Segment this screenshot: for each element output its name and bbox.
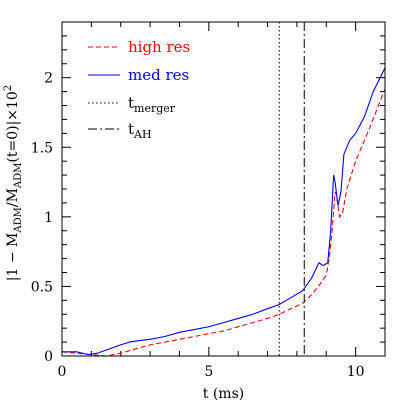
x-tick-label: 5 — [204, 364, 213, 380]
plot-frame — [61, 21, 386, 357]
ylabel-sub2: ADM — [13, 163, 24, 189]
legend: high res med res tmerger tAH — [88, 38, 190, 141]
vertical-markers — [278, 22, 305, 356]
y-tick-label: 1 — [44, 210, 53, 226]
series-high-res — [61, 88, 386, 357]
ylabel-mid: /M — [5, 188, 21, 207]
ylabel-sup: 2 — [3, 85, 14, 91]
ylabel-prefix: |1 − M — [5, 233, 21, 282]
legend-label: tAH — [128, 120, 152, 141]
y-tick-label: 1.5 — [31, 140, 53, 156]
y-tick-label: 0 — [44, 349, 53, 365]
ylabel-mid2: (t=0)|×10 — [5, 91, 21, 162]
legend-label: med res — [128, 66, 189, 84]
y-tick-label: 2 — [44, 71, 53, 87]
y-tick-label: 0.5 — [31, 279, 53, 295]
y-axis-label: |1 − MADM/MADM(t=0)|×102 — [3, 85, 24, 281]
x-axis-label: t (ms) — [203, 386, 244, 402]
legend-label: tmerger — [128, 94, 176, 115]
tick-labels: 0 5 10 0 0.5 1 1.5 2 — [31, 71, 365, 380]
series-med-res — [62, 67, 386, 356]
axis-ticks — [61, 21, 386, 357]
series-lines — [61, 67, 386, 357]
ylabel-sub1: ADM — [13, 207, 24, 233]
x-tick-label: 10 — [347, 364, 365, 380]
x-tick-label: 0 — [58, 364, 67, 380]
legend-label: high res — [128, 38, 190, 56]
